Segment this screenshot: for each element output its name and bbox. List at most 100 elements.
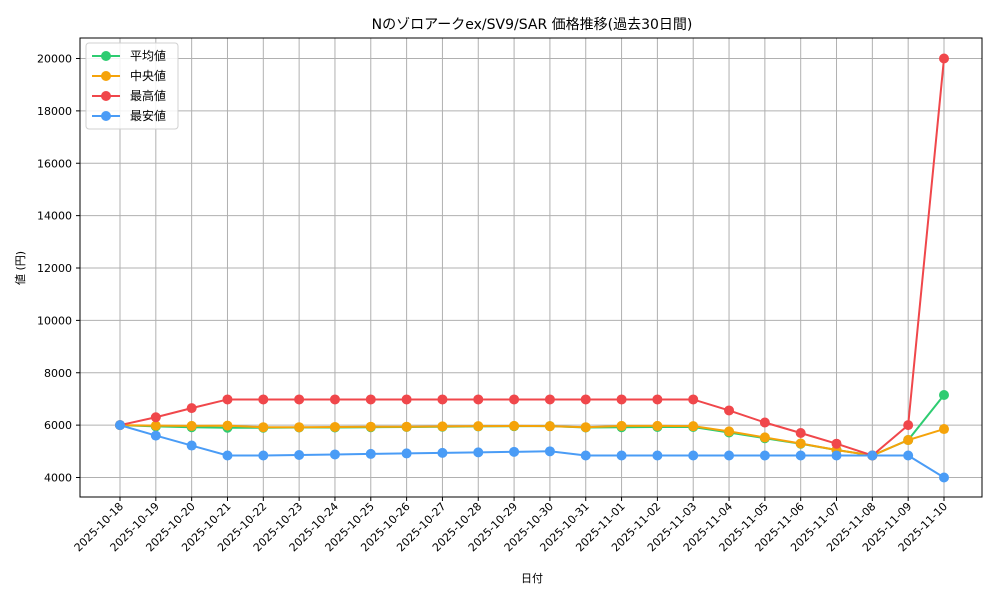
data-point xyxy=(186,420,197,431)
data-point xyxy=(294,449,305,460)
data-point xyxy=(509,420,520,431)
legend-item: 最高値 xyxy=(92,88,166,103)
y-tick-label: 6000 xyxy=(44,419,72,432)
legend-item: 平均値 xyxy=(92,48,166,63)
data-point xyxy=(222,420,233,431)
data-point xyxy=(580,422,591,433)
data-point xyxy=(437,394,448,405)
x-axis-ticks: 2025-10-182025-10-192025-10-202025-10-21… xyxy=(72,497,950,554)
data-point xyxy=(795,450,806,461)
series-2 xyxy=(115,53,949,461)
data-point xyxy=(150,430,161,441)
data-point xyxy=(544,394,555,405)
legend-marker-icon xyxy=(101,111,111,121)
data-point xyxy=(365,394,376,405)
data-point xyxy=(509,446,520,457)
data-point xyxy=(939,390,949,401)
data-point xyxy=(258,422,269,433)
data-point xyxy=(365,448,376,459)
data-point xyxy=(437,421,448,432)
data-point xyxy=(724,405,735,416)
data-point xyxy=(616,420,627,431)
legend-label: 最高値 xyxy=(130,88,166,103)
legend-item: 中央値 xyxy=(92,68,166,83)
legend-label: 最安値 xyxy=(130,108,166,123)
data-point xyxy=(580,394,591,405)
y-tick-label: 18000 xyxy=(37,105,72,118)
data-point xyxy=(186,403,197,414)
data-point xyxy=(473,447,484,458)
data-point xyxy=(759,450,770,461)
data-point xyxy=(652,420,663,431)
grid-lines xyxy=(80,38,982,497)
data-point xyxy=(724,450,735,461)
y-tick-label: 20000 xyxy=(37,53,72,66)
data-point xyxy=(115,420,125,431)
data-point xyxy=(473,394,484,405)
data-point xyxy=(939,53,949,64)
data-point xyxy=(329,394,340,405)
data-point xyxy=(329,449,340,460)
data-series xyxy=(115,53,949,483)
data-point xyxy=(903,435,914,446)
data-point xyxy=(294,394,305,405)
data-point xyxy=(759,417,770,428)
data-point xyxy=(831,450,842,461)
y-tick-label: 4000 xyxy=(44,472,72,485)
data-point xyxy=(509,394,520,405)
data-point xyxy=(401,394,412,405)
data-point xyxy=(903,450,914,461)
data-point xyxy=(939,472,949,483)
x-axis-label: 日付 xyxy=(521,572,543,585)
data-point xyxy=(401,448,412,459)
chart-title: Nのゾロアークex/SV9/SAR 価格推移(過去30日間) xyxy=(372,17,693,33)
y-tick-label: 10000 xyxy=(37,314,72,327)
data-point xyxy=(795,427,806,438)
legend-marker-icon xyxy=(101,71,111,81)
data-point xyxy=(544,421,555,432)
data-point xyxy=(222,394,233,405)
data-point xyxy=(401,421,412,432)
y-tick-label: 8000 xyxy=(44,367,72,380)
series-1 xyxy=(115,420,949,461)
data-point xyxy=(688,421,699,432)
data-point xyxy=(222,450,233,461)
data-point xyxy=(186,440,197,451)
data-point xyxy=(580,450,591,461)
data-point xyxy=(831,438,842,449)
data-point xyxy=(903,420,914,431)
legend-marker-icon xyxy=(101,91,111,101)
y-tick-label: 16000 xyxy=(37,157,72,170)
y-axis-ticks: 4000 6000 8000 10000 12000 14000 16000 18000 200… xyxy=(37,53,80,485)
data-point xyxy=(616,450,627,461)
legend-label: 中央値 xyxy=(130,68,166,83)
data-point xyxy=(652,450,663,461)
series-3 xyxy=(115,420,949,483)
data-point xyxy=(939,424,949,435)
data-point xyxy=(795,438,806,449)
data-point xyxy=(437,447,448,458)
data-point xyxy=(329,421,340,432)
data-point xyxy=(258,450,269,461)
data-point xyxy=(867,450,878,461)
data-point xyxy=(724,426,735,437)
data-point xyxy=(258,394,269,405)
data-point xyxy=(544,446,555,457)
legend-marker-icon xyxy=(101,51,111,61)
data-point xyxy=(616,394,627,405)
data-point xyxy=(150,420,161,431)
data-point xyxy=(365,421,376,432)
data-point xyxy=(688,450,699,461)
legend-item: 最安値 xyxy=(92,108,166,123)
data-point xyxy=(652,394,663,405)
data-point xyxy=(473,421,484,432)
y-tick-label: 14000 xyxy=(37,210,72,223)
y-tick-label: 12000 xyxy=(37,262,72,275)
legend-label: 平均値 xyxy=(130,48,166,63)
data-point xyxy=(150,412,161,423)
data-point xyxy=(294,422,305,433)
data-point xyxy=(688,394,699,405)
data-point xyxy=(759,432,770,443)
